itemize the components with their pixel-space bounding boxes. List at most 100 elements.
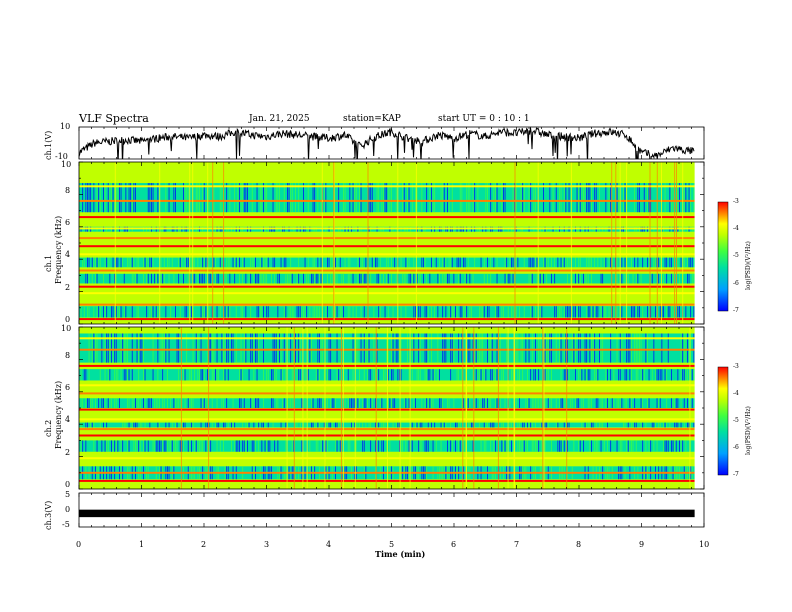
- spectrogram-stripe: [197, 440, 199, 452]
- spectrogram-stripe: [549, 333, 551, 363]
- spectrogram-stripe: [285, 273, 287, 284]
- spectrogram-stripe: [319, 398, 320, 408]
- spectrogram-stripe: [165, 422, 167, 428]
- spectrogram-stripe: [384, 306, 386, 318]
- spectrogram-stripe: [383, 369, 384, 381]
- spectrogram-stripe: [165, 333, 167, 363]
- spectrogram-stripe: [195, 440, 197, 452]
- spectrogram-stripe: [443, 333, 445, 363]
- spectrogram-stripe: [264, 257, 266, 268]
- spectrogram-stripe: [560, 369, 562, 381]
- spectrogram-stripe: [560, 440, 562, 452]
- spectrogram-stripe: [203, 183, 205, 213]
- spectrogram-stripe: [239, 273, 240, 284]
- spectrogram-stripe: [248, 422, 250, 428]
- spectrogram-stripe: [432, 369, 434, 381]
- spectrogram-stripe: [679, 306, 680, 318]
- spectrogram-stripe: [379, 306, 381, 318]
- spectrogram-stripe: [109, 333, 111, 363]
- spectrogram-stripe: [479, 369, 480, 381]
- spectrogram-stripe: [459, 273, 461, 284]
- spectrogram-stripe: [682, 440, 684, 452]
- spectrogram-stripe: [459, 440, 461, 452]
- spectrogram-stripe: [386, 183, 388, 213]
- spectrogram-stripe: [245, 440, 247, 452]
- spectrogram-stripe: [159, 440, 160, 452]
- spectrogram-stripe: [431, 306, 432, 318]
- spectrogram-stripe: [499, 333, 501, 363]
- spectrogram-stripe: [128, 422, 130, 428]
- spectrogram-stripe: [575, 398, 576, 408]
- ch2-colorbar-label: log(PSD)(V²/Hz): [745, 406, 752, 455]
- spectrogram-stripe: [483, 257, 485, 268]
- spectrogram-stripe: [291, 369, 293, 381]
- spectrogram-stripe: [455, 440, 456, 452]
- spectrogram-stripe: [232, 398, 234, 408]
- spectrogram-stripe: [520, 333, 522, 363]
- spectrogram-stripe: [219, 306, 221, 318]
- spectrogram-stripe: [117, 369, 119, 381]
- spectrogram-stripe: [655, 257, 656, 268]
- spectrogram-stripe: [627, 273, 629, 284]
- spectrogram-stripe: [523, 440, 525, 452]
- spectrogram-stripe: [242, 183, 244, 213]
- spectrogram-stripe: [119, 398, 120, 408]
- spectrogram-stripe: [263, 369, 264, 381]
- spectrogram-stripe: [459, 306, 461, 318]
- spectrogram-stripe: [242, 273, 244, 284]
- spectrogram-stripe: [83, 257, 85, 268]
- spectrogram-stripe: [191, 398, 192, 408]
- spectrogram-stripe: [690, 440, 692, 452]
- spectrogram-stripe: [535, 369, 536, 381]
- spectrogram-stripe: [543, 257, 544, 268]
- spectrogram-stripe: [347, 257, 349, 268]
- spectrogram-stripe: [597, 440, 599, 452]
- spectrogram-stripe: [107, 333, 109, 363]
- spectrogram-stripe: [485, 369, 487, 381]
- spectrogram-stripe: [493, 369, 495, 381]
- spectrogram-stripe: [227, 306, 229, 318]
- spectrogram-stripe: [495, 306, 496, 318]
- spectrogram-stripe: [642, 369, 644, 381]
- spectrogram-stripe: [515, 306, 517, 318]
- spectrogram-stripe: [111, 398, 112, 408]
- spectrogram-stripe: [277, 398, 279, 408]
- spectrogram-stripe: [447, 398, 448, 408]
- spectrogram-stripe: [125, 422, 127, 428]
- spectrogram-stripe: [115, 333, 117, 363]
- spectrogram-stripe: [395, 183, 397, 213]
- spectrogram-stripe: [666, 273, 668, 284]
- spectrogram-stripe: [397, 333, 399, 363]
- spectrogram-stripe: [152, 183, 154, 213]
- spectrogram-stripe: [237, 257, 239, 268]
- spectrogram-stripe: [357, 273, 359, 284]
- spectrogram-stripe: [315, 306, 317, 318]
- spectrogram-stripe: [431, 183, 432, 213]
- spectrogram-stripe: [339, 440, 341, 452]
- spectrogram-stripe: [589, 333, 591, 363]
- ch1-cb-tick: -3: [733, 198, 739, 205]
- spectrogram-stripe: [279, 333, 280, 363]
- spectrogram-stripe: [677, 369, 679, 381]
- spectrogram-stripe: [474, 183, 476, 213]
- spectrogram-stripe: [175, 306, 176, 318]
- spectrogram-stripe: [143, 440, 144, 452]
- spectrogram-stripe: [290, 273, 292, 284]
- spectrogram-stripe: [567, 306, 568, 318]
- spectrogram-band: [79, 384, 695, 387]
- spectrogram-stripe: [487, 183, 488, 213]
- spectrogram-stripe: [162, 273, 164, 284]
- spectrogram-stripe: [319, 306, 320, 318]
- spectrogram-stripe: [522, 422, 524, 428]
- spectrogram-stripe: [266, 440, 268, 452]
- spectrogram-stripe: [335, 257, 336, 268]
- spectrogram-stripe: [603, 306, 605, 318]
- spectrogram-stripe: [583, 273, 584, 284]
- spectrogram-stripe: [448, 257, 450, 268]
- spectrogram-stripe: [519, 422, 520, 428]
- spectrogram-stripe: [274, 273, 276, 284]
- spectrogram-stripe: [658, 257, 660, 268]
- spectrogram-stripe: [594, 333, 596, 363]
- spectrogram-stripe: [352, 273, 354, 284]
- spectrogram-stripe: [429, 183, 431, 213]
